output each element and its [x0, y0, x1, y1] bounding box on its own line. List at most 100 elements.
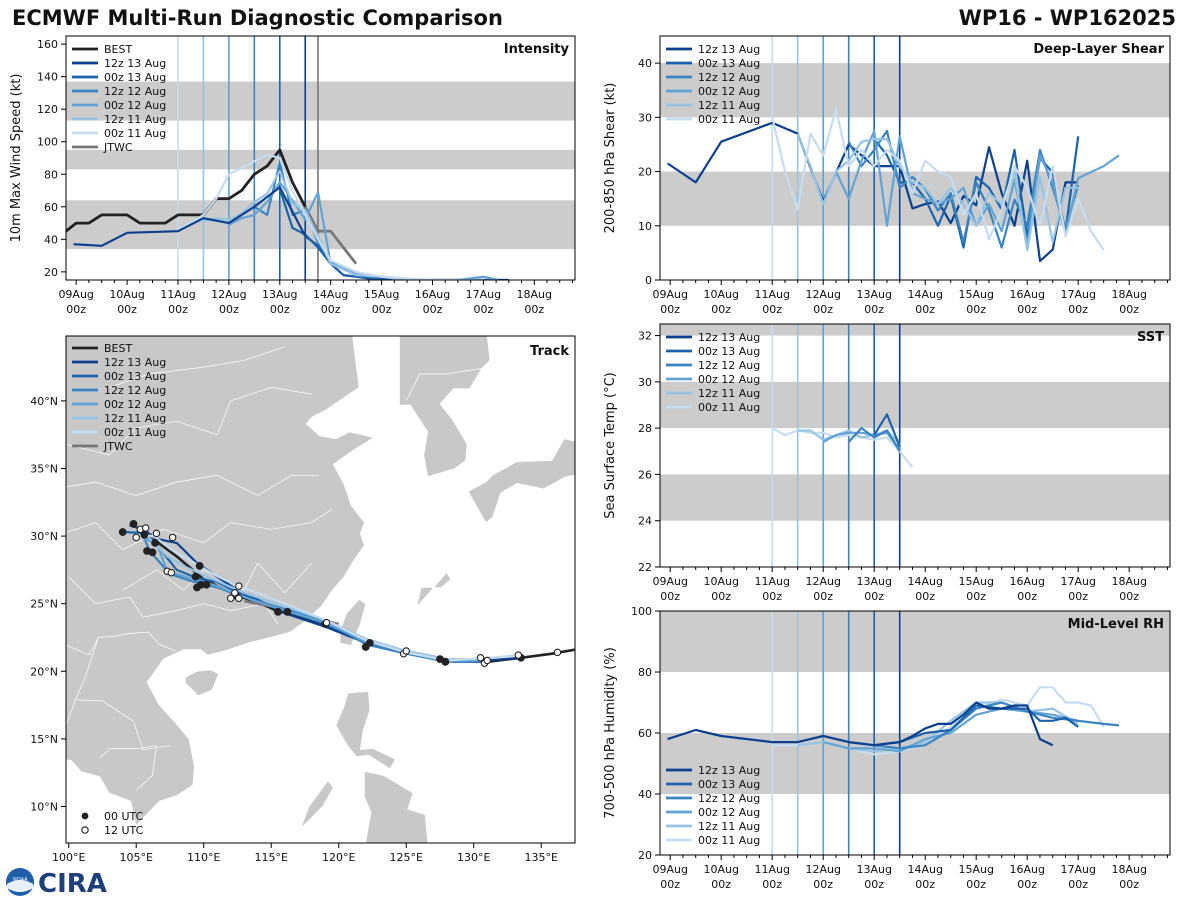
track-marker-00utc	[195, 561, 204, 570]
shear-legend-label: 12z 12 Aug	[698, 71, 760, 84]
border-line	[66, 474, 319, 496]
rh-ytick-label: 20	[638, 849, 652, 862]
track-marker-00utc	[274, 607, 282, 616]
shear-ytick-label: 10	[638, 220, 652, 233]
sst-legend-label: 00z 13 Aug	[698, 345, 760, 358]
rh-xtick-sublabel: 00z	[915, 878, 935, 891]
shear-xtick-sublabel: 00z	[864, 303, 884, 316]
shear-xtick-label: 13Aug	[856, 288, 891, 301]
rh-xtick-label: 18Aug	[1111, 863, 1146, 876]
marker-legend-filled	[81, 812, 89, 820]
track-legend-label: 00z 13 Aug	[104, 370, 166, 383]
intensity-series-best	[66, 148, 320, 240]
sst-xtick-sublabel: 00z	[1017, 590, 1037, 603]
track-marker-12utc	[235, 594, 243, 603]
track-legend-label: 12z 11 Aug	[104, 412, 166, 425]
intensity-ytick-label: 20	[44, 266, 58, 279]
shear-xtick-label: 09Aug	[652, 288, 687, 301]
rh-legend-label: 00z 13 Aug	[698, 778, 760, 791]
sst-xtick-sublabel: 00z	[864, 590, 884, 603]
sst-band	[660, 381, 1170, 429]
rh-xtick-label: 15Aug	[958, 863, 993, 876]
sst-xtick-label: 18Aug	[1111, 575, 1146, 588]
track-marker-00utc	[441, 657, 450, 666]
korean-peninsula	[399, 336, 491, 477]
rh-xtick-label: 14Aug	[907, 863, 942, 876]
shear-legend-label: 00z 13 Aug	[698, 57, 760, 70]
shear-xtick-sublabel: 00z	[915, 303, 935, 316]
shear-xtick-sublabel: 00z	[660, 303, 680, 316]
sst-xtick-label: 11Aug	[754, 575, 789, 588]
shear-xtick-label: 10Aug	[703, 288, 738, 301]
shear-xtick-sublabel: 00z	[711, 303, 731, 316]
sst-background	[660, 324, 1170, 567]
border-line	[74, 637, 171, 751]
intensity-frame	[65, 35, 576, 281]
sst-xtick-sublabel: 00z	[1119, 590, 1139, 603]
intensity-legend-label: 00z 13 Aug	[104, 71, 166, 84]
shear-xtick-sublabel: 00z	[1119, 303, 1139, 316]
intensity-xtick-label: 10Aug	[109, 288, 144, 301]
cira-logo: NOAA CIRA	[6, 868, 107, 898]
track-xtick-label: 110°E	[187, 851, 220, 864]
sst-xtick-label: 09Aug	[652, 575, 687, 588]
intensity-legend-label: 00z 11 Aug	[104, 127, 166, 140]
sst-ytick-label: 30	[638, 376, 652, 389]
intensity-xtick-sublabel: 00z	[372, 303, 392, 316]
track-xtick-label: 135°E	[525, 851, 558, 864]
intensity-xtick-label: 15Aug	[364, 288, 399, 301]
track-marker-00utc	[129, 520, 138, 528]
intensity-xtick-label: 18Aug	[517, 288, 552, 301]
intensity-series-group	[66, 148, 509, 280]
track-marker-12utc	[168, 533, 177, 542]
intensity-xtick-label: 16Aug	[415, 288, 450, 301]
shear-xtick-label: 17Aug	[1060, 288, 1095, 301]
sst-xtick-sublabel: 00z	[915, 590, 935, 603]
track-marker-00utc	[151, 538, 160, 547]
intensity-xtick-label: 12Aug	[211, 288, 246, 301]
track-xtick-label: 125°E	[390, 851, 423, 864]
track-marker-00utc	[118, 528, 127, 536]
border-line	[66, 387, 312, 456]
sst-title: SST	[1137, 330, 1164, 345]
rh-series-group	[667, 686, 1120, 756]
rh-series-12z-12-aug	[848, 701, 1120, 750]
rh-ytick-label: 40	[638, 788, 652, 801]
track-ytick-label: 10°N	[30, 800, 58, 813]
sst-legend-label: 00z 11 Aug	[698, 401, 760, 414]
intensity-series-12z-11-aug	[203, 169, 484, 280]
shear-xtick-sublabel: 00z	[966, 303, 986, 316]
rh-legend-label: 00z 12 Aug	[698, 806, 760, 819]
rh-xtick-label: 12Aug	[805, 863, 840, 876]
intensity-ytick-label: 80	[44, 168, 58, 181]
shear-legend-label: 12z 11 Aug	[698, 99, 760, 112]
intensity-legend-label: JTWC	[103, 141, 133, 154]
track-legend-label: 12z 12 Aug	[104, 384, 166, 397]
shear-xtick-sublabel: 00z	[762, 303, 782, 316]
intensity-series-jtwc	[303, 206, 358, 265]
sst-ylabel: Sea Surface Temp (°C)	[603, 372, 618, 519]
rh-xtick-label: 17Aug	[1060, 863, 1095, 876]
noaa-emblem-wave	[7, 880, 33, 892]
shear-xtick-sublabel: 00z	[1068, 303, 1088, 316]
shear-band	[660, 63, 1170, 118]
intensity-legend-label: 12z 11 Aug	[104, 113, 166, 126]
intensity-series-00z-12-aug	[228, 181, 499, 280]
intensity-ytick-label: 160	[37, 38, 58, 51]
intensity-legend-label: 00z 12 Aug	[104, 99, 166, 112]
track-panel: 100°E 105°E 110°E 115°E 120°E 125°E 130°E 135°E…	[30, 335, 576, 864]
track-marker-12utc	[141, 524, 150, 532]
sst-series-00z-11-aug	[771, 427, 914, 469]
rh-legend-label: 12z 13 Aug	[698, 764, 760, 777]
track-marker-12utc	[553, 648, 562, 657]
track-ytick-label: 35°N	[30, 462, 58, 475]
shear-ylabel: 200-850 hPa Shear (kt)	[603, 83, 618, 234]
track-marker-12utc	[226, 594, 235, 603]
sst-band	[660, 474, 1170, 521]
intensity-ylabel: 10m Max Wind Speed (kt)	[9, 74, 24, 243]
rh-xtick-label: 13Aug	[856, 863, 891, 876]
